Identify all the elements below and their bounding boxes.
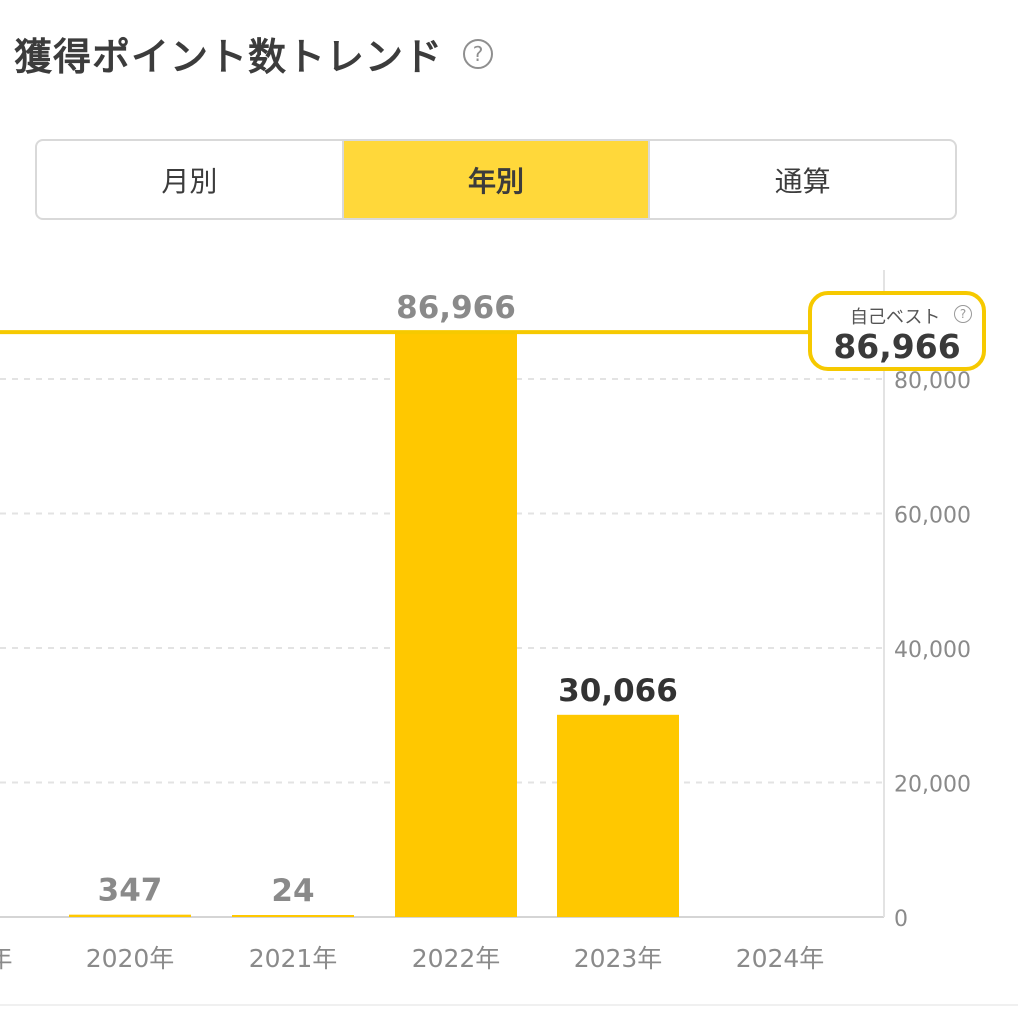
y-tick-label: 40,000	[894, 638, 971, 663]
x-category-label: 2023年	[574, 944, 663, 973]
x-category-label: 2022年	[412, 944, 501, 973]
bar-value-label: 86,966	[396, 290, 516, 326]
y-tick-label: 0	[894, 907, 908, 932]
bottom-divider	[0, 1004, 1018, 1006]
bar-value-label: 30,066	[558, 673, 678, 709]
x-category-label: 2024年	[736, 944, 825, 973]
bar	[232, 915, 354, 917]
x-category-label: 2020年	[86, 944, 175, 973]
y-tick-label: 80,000	[894, 369, 971, 394]
bar	[395, 332, 517, 917]
personal-best-value: 86,966	[833, 327, 961, 366]
y-tick-label: 60,000	[894, 504, 971, 529]
personal-best-badge: 自己ベスト ? 86,966	[808, 291, 986, 371]
yearly-points-chart: 0 20,000 40,000 60,000 80,000 年 347 2020年 24 2021…	[0, 240, 1018, 1024]
bar	[69, 914, 191, 917]
x-category-label: 年	[0, 944, 13, 973]
personal-best-label: 自己ベスト	[850, 307, 941, 328]
title-row: 獲得ポイント数トレンド ?	[14, 26, 494, 81]
page-title: 獲得ポイント数トレンド	[14, 35, 444, 79]
y-tick-label: 20,000	[894, 773, 971, 798]
personal-best-help-icon[interactable]: ?	[954, 305, 972, 323]
tab-monthly[interactable]: 月別	[161, 164, 218, 198]
x-category-label: 2021年	[249, 944, 338, 973]
bar	[557, 714, 679, 917]
chart-canvas: 0 20,000 40,000 60,000 80,000 年 347 2020年 24 2021…	[0, 270, 971, 973]
period-tabs: 月別 年別 通算	[35, 139, 957, 220]
bar-value-label: 347	[98, 873, 163, 909]
tab-total[interactable]: 通算	[648, 141, 955, 218]
tab-yearly[interactable]: 年別	[341, 141, 649, 218]
help-icon[interactable]: ?	[463, 38, 494, 69]
bar-value-label: 24	[271, 873, 314, 909]
